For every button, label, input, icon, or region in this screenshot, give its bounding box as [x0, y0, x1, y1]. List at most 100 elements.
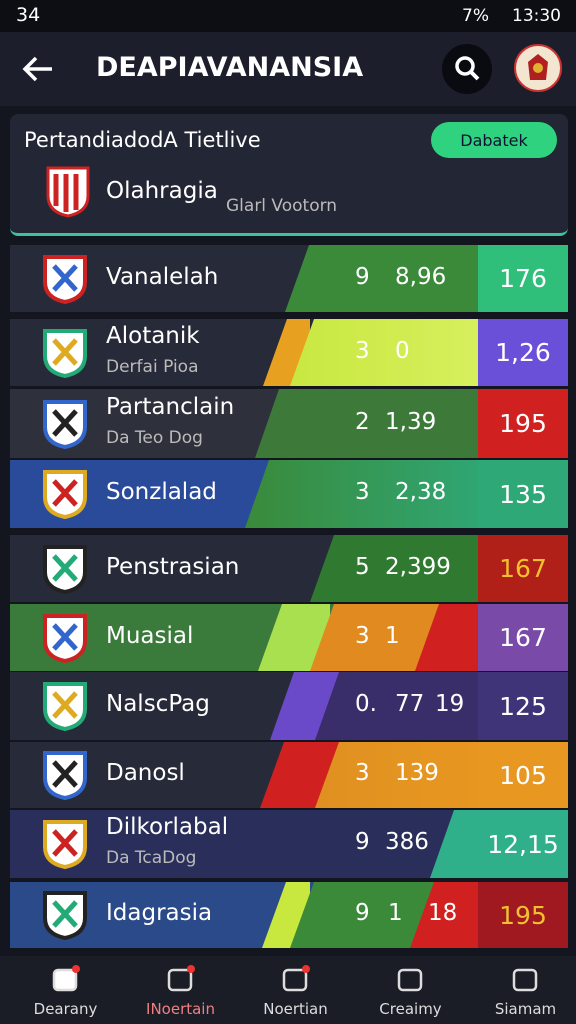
team-subtitle: Da TcaDog	[106, 848, 197, 868]
team-name: Dilkorlabal	[106, 814, 229, 840]
stat: 139	[395, 760, 439, 786]
score: 176	[478, 245, 568, 312]
live-button[interactable]: Dabatek	[431, 122, 557, 158]
match-row[interactable]: Idagrasia 9 1 18 195	[10, 882, 568, 948]
stat: 1,39	[385, 408, 437, 435]
team-name: Muasial	[106, 622, 194, 649]
stat: 0.	[355, 691, 377, 717]
stat: 9	[355, 900, 370, 926]
team-logo	[42, 544, 88, 594]
nav-label[interactable]: Creaimy	[379, 1000, 442, 1018]
team-name: NalscPag	[106, 691, 210, 717]
team-name: Alotanik	[106, 322, 200, 349]
team-logo	[42, 328, 88, 378]
match-row[interactable]: Sonzlalad 3 2,38 135	[10, 460, 568, 528]
stat: 386	[385, 829, 429, 855]
team-name: Penstrasian	[106, 553, 240, 580]
score: 125	[478, 672, 568, 740]
team-logo	[42, 469, 88, 520]
nav-label[interactable]: Siamam	[494, 1000, 557, 1018]
team-logo	[46, 166, 90, 218]
search-button[interactable]	[442, 44, 492, 94]
score: 195	[478, 389, 568, 458]
stat: 9	[355, 263, 370, 290]
row-band	[315, 742, 498, 808]
match-row[interactable]: Danosl 3 139 105	[10, 742, 568, 808]
team-name: Vanalelah	[106, 263, 219, 290]
team-logo	[42, 819, 88, 870]
stat: 9	[355, 829, 370, 855]
back-button[interactable]	[22, 54, 54, 84]
stat: 3	[355, 760, 370, 786]
team-logo	[42, 613, 88, 663]
featured-meta: Glarl Vootorn	[226, 196, 338, 216]
score: 195	[478, 882, 568, 948]
row-band	[290, 319, 498, 386]
status-left: 34	[16, 4, 41, 26]
team-name: Idagrasia	[106, 900, 213, 926]
nav-icon[interactable]	[165, 964, 195, 994]
team-subtitle: Derfai Pioa	[106, 356, 199, 377]
match-row[interactable]: Alotanik Derfai Pioa 3 0 1,26	[10, 319, 568, 386]
stat: 19	[435, 691, 465, 717]
score: 167	[478, 604, 568, 671]
stat: 1	[388, 900, 403, 926]
featured-name: Olahragia	[106, 178, 218, 204]
stat: 5	[355, 553, 370, 580]
app-title: DEAPIAVANANSIA	[96, 52, 364, 83]
match-row[interactable]: NalscPag 0. 77 19 125	[10, 672, 568, 740]
stat: 77	[395, 691, 425, 717]
button-label: Dabatek	[460, 130, 528, 150]
nav-icon[interactable]	[50, 964, 80, 994]
match-row[interactable]: Penstrasian 5 2,399 167	[10, 535, 568, 602]
row-band	[255, 389, 498, 458]
match-row[interactable]: Vanalelah 9 8,96 176	[10, 245, 568, 312]
nav-label[interactable]: INoertain	[146, 1000, 215, 1018]
team-name: Sonzlalad	[106, 479, 217, 505]
stat: 8,96	[395, 263, 447, 290]
featured-card: PertandiadodA Tietlive Dabatek Olahragia…	[10, 114, 568, 236]
nav-icon[interactable]	[395, 964, 425, 994]
team-logo	[42, 750, 88, 801]
app-bar: DEAPIAVANANSIA	[0, 32, 576, 106]
nav-icon[interactable]	[510, 964, 540, 994]
match-row[interactable]: Dilkorlabal Da TcaDog 9 386 12,15	[10, 810, 568, 878]
row-band	[285, 245, 498, 312]
row-band	[310, 604, 440, 671]
stat: 3	[355, 337, 370, 364]
status-bar: 34 7% 13:30	[0, 0, 576, 32]
avatar[interactable]	[514, 44, 562, 92]
clock: 13:30	[512, 6, 561, 26]
stat: 2,399	[385, 553, 451, 580]
score: 167	[478, 535, 568, 602]
match-row[interactable]: Muasial 3 1 167	[10, 604, 568, 671]
stat: 1	[385, 622, 400, 649]
team-subtitle: Da Teo Dog	[106, 427, 203, 448]
score: 1,26	[478, 319, 568, 386]
score: 105	[478, 742, 568, 808]
stat: 3	[355, 622, 370, 649]
row-band	[310, 535, 498, 602]
battery: 7%	[462, 6, 489, 26]
nav-icon[interactable]	[280, 964, 310, 994]
team-logo	[42, 681, 88, 732]
stat: 2,38	[395, 479, 447, 505]
team-logo	[42, 254, 88, 304]
team-name: Danosl	[106, 760, 185, 786]
stat: 3	[355, 479, 370, 505]
score: 135	[478, 460, 568, 528]
row-band	[245, 460, 498, 528]
stat: 2	[355, 408, 370, 435]
stat: 18	[428, 900, 458, 926]
team-name: Partanclain	[106, 393, 235, 420]
match-row[interactable]: Partanclain Da Teo Dog 2 1,39 195	[10, 389, 568, 458]
score: 12,15	[478, 810, 568, 878]
section-title: PertandiadodA Tietlive	[24, 128, 261, 152]
team-logo	[42, 890, 88, 941]
team-logo	[42, 399, 88, 449]
nav-label[interactable]: Dearany	[33, 1000, 98, 1018]
row-band	[315, 672, 498, 740]
nav-label[interactable]: Noertian	[263, 1000, 328, 1018]
stat: 0	[395, 337, 410, 364]
